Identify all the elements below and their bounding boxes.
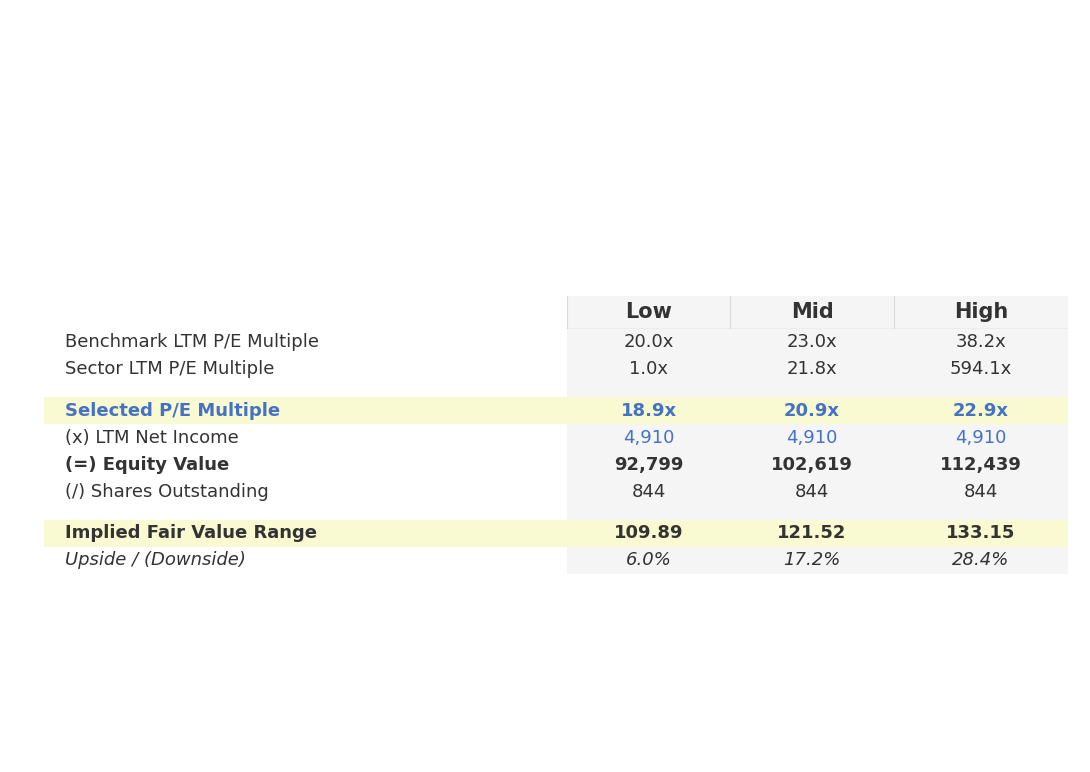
- Text: Sector LTM P/E Multiple: Sector LTM P/E Multiple: [65, 360, 275, 378]
- Text: 21.8x: 21.8x: [787, 360, 837, 378]
- Bar: [567, 547, 730, 574]
- Bar: [894, 355, 1068, 382]
- Text: 844: 844: [631, 482, 666, 500]
- Bar: [44, 398, 1068, 424]
- Bar: [730, 355, 894, 382]
- Text: 102,619: 102,619: [771, 455, 853, 473]
- Bar: [567, 355, 730, 382]
- Text: 23.0x: 23.0x: [787, 333, 837, 351]
- Text: Low: Low: [625, 302, 673, 322]
- Bar: [567, 329, 730, 355]
- Bar: [730, 547, 894, 574]
- Text: 92,799: 92,799: [614, 455, 683, 473]
- Bar: [567, 424, 730, 451]
- Text: 28.4%: 28.4%: [953, 551, 1009, 569]
- Text: Benchmark LTM P/E Multiple: Benchmark LTM P/E Multiple: [65, 333, 319, 351]
- Text: 17.2%: 17.2%: [784, 551, 840, 569]
- Text: Upside / (Downside): Upside / (Downside): [65, 551, 246, 569]
- Bar: [894, 424, 1068, 451]
- Text: 20.0x: 20.0x: [623, 333, 674, 351]
- Text: 18.9x: 18.9x: [620, 401, 677, 420]
- Text: 594.1x: 594.1x: [949, 360, 1013, 378]
- Text: Selected P/E Multiple: Selected P/E Multiple: [65, 401, 280, 420]
- Bar: [730, 505, 894, 520]
- Bar: [730, 451, 894, 478]
- Bar: [894, 329, 1068, 355]
- Text: 112,439: 112,439: [940, 455, 1022, 473]
- Text: 22.9x: 22.9x: [953, 401, 1009, 420]
- Bar: [730, 329, 894, 355]
- Bar: [567, 451, 730, 478]
- Text: 6.0%: 6.0%: [626, 551, 671, 569]
- Text: 844: 844: [795, 482, 829, 500]
- Text: 4,910: 4,910: [786, 428, 838, 447]
- Text: High: High: [954, 302, 1008, 322]
- Bar: [730, 478, 894, 505]
- Bar: [894, 547, 1068, 574]
- Text: 109.89: 109.89: [614, 524, 683, 542]
- Bar: [894, 478, 1068, 505]
- Bar: [894, 451, 1068, 478]
- Bar: [730, 424, 894, 451]
- Text: 1.0x: 1.0x: [629, 360, 668, 378]
- Bar: [894, 505, 1068, 520]
- Text: 38.2x: 38.2x: [956, 333, 1006, 351]
- Text: 121.52: 121.52: [777, 524, 847, 542]
- Text: (x) LTM Net Income: (x) LTM Net Income: [65, 428, 239, 447]
- Bar: [567, 478, 730, 505]
- Text: Mid: Mid: [790, 302, 834, 322]
- Text: (=) Equity Value: (=) Equity Value: [65, 455, 230, 473]
- Text: 4,910: 4,910: [955, 428, 1007, 447]
- Bar: [567, 505, 730, 520]
- Bar: [567, 382, 730, 398]
- Text: 133.15: 133.15: [946, 524, 1016, 542]
- Bar: [44, 520, 1068, 547]
- Bar: [894, 382, 1068, 398]
- Text: 844: 844: [964, 482, 998, 500]
- Text: Implied Fair Value Range: Implied Fair Value Range: [65, 524, 317, 542]
- Text: (/) Shares Outstanding: (/) Shares Outstanding: [65, 482, 269, 500]
- Bar: [567, 296, 1068, 329]
- Text: 20.9x: 20.9x: [784, 401, 840, 420]
- Bar: [730, 382, 894, 398]
- Text: 4,910: 4,910: [622, 428, 675, 447]
